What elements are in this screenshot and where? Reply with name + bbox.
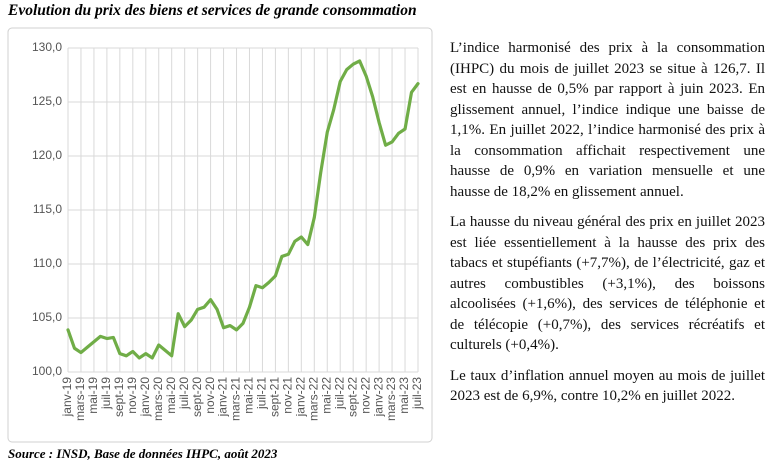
x-tick-label: mars-20	[151, 377, 165, 421]
x-tick-label: janv-23	[371, 377, 385, 418]
x-tick-label: mai-20	[164, 377, 178, 414]
x-tick-label: mars-23	[384, 377, 398, 421]
x-tick-label: sept-21	[268, 377, 282, 417]
x-tick-label: nov-19	[125, 377, 139, 414]
chart: 100,0 105,0 110,0 115,0 120,0 125,0 130,0 janv-…	[7, 27, 433, 443]
y-tick-label: 125,0	[32, 94, 62, 108]
x-tick-label: nov-20	[203, 377, 217, 414]
paragraph: La hausse du niveau général des prix en …	[450, 214, 765, 353]
x-tick-label: mars-19	[73, 377, 87, 421]
x-tick-label: mars-21	[229, 377, 243, 421]
title: Evolution du prix des biens et services …	[8, 2, 417, 19]
x-tick-label: sept-19	[112, 377, 126, 417]
x-tick-label: juil-23	[410, 377, 424, 410]
x-tick-label: mai-21	[242, 377, 256, 414]
x-tick-label: nov-21	[281, 377, 295, 414]
text-column: L’indice harmonisé des prix à la consomm…	[450, 38, 765, 417]
source: Source : INSD, Base de données IHPC, aoû…	[8, 446, 278, 461]
x-tick-label: sept-20	[190, 377, 204, 417]
x-tick-label: janv-20	[138, 377, 152, 418]
x-tick-label: mai-22	[319, 377, 333, 414]
x-tick-label: janv-22	[294, 377, 308, 418]
y-tick-label: 110,0	[33, 256, 62, 270]
y-tick-label: 115,0	[33, 202, 62, 216]
x-tick-label: sept-22	[345, 377, 359, 417]
y-tick-label: 105,0	[32, 310, 62, 324]
y-tick-label: 120,0	[32, 148, 62, 162]
x-tick-label: mai-23	[397, 377, 411, 414]
paragraph: L’indice harmonisé des prix à la consomm…	[450, 40, 765, 200]
y-tick-label: 100,0	[32, 364, 62, 378]
x-tick-label: mars-22	[306, 377, 320, 421]
x-tick-label: juil-20	[177, 377, 191, 410]
x-tick-label: juil-19	[99, 377, 113, 410]
x-tick-label: juil-21	[255, 377, 269, 410]
x-tick-label: juil-22	[332, 377, 346, 410]
line	[66, 59, 420, 360]
x-tick-label: janv-21	[216, 377, 230, 418]
paragraph: Le taux d’inflation annuel moyen au mois…	[450, 367, 765, 405]
x-tick-label: mai-19	[86, 377, 100, 414]
y-tick-label: 130,0	[32, 40, 62, 54]
x-tick-label: nov-22	[358, 377, 372, 414]
x-tick-label: janv-19	[60, 377, 74, 418]
chart-frame	[7, 27, 433, 443]
